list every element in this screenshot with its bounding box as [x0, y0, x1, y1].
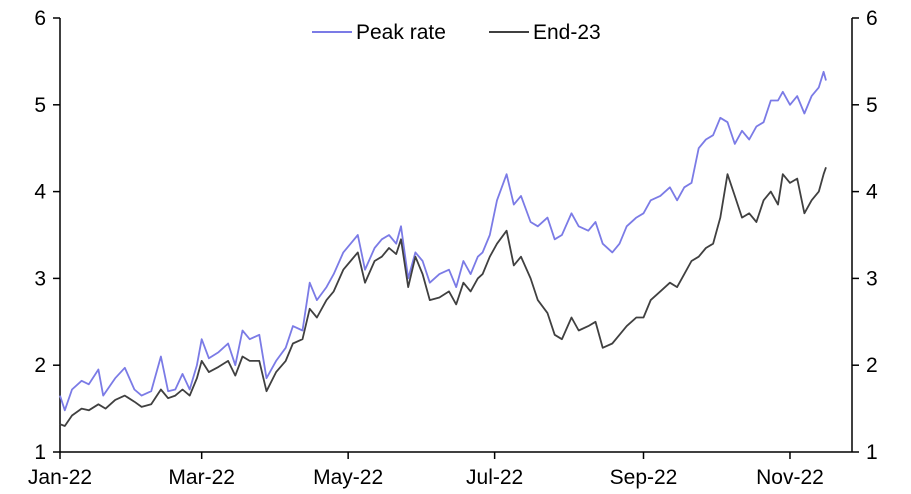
right-y-tick-label: 2	[866, 354, 878, 377]
right-y-tick-label: 1	[866, 441, 878, 464]
x-tick-label: Nov-22	[756, 466, 824, 489]
series-line-end-23	[59, 167, 827, 427]
x-tick-label: Jan-22	[28, 466, 92, 489]
x-tick-label: Mar-22	[168, 466, 235, 489]
axes: 1 1 2 2 3 3 4 4 5 5 6 6 Jan-22 Mar-22 May-22 Jul-22 Sep-…	[28, 7, 878, 489]
right-y-tick-label: 4	[866, 181, 878, 204]
left-y-tick-label: 3	[34, 267, 46, 290]
right-y-tick-label: 6	[866, 7, 878, 30]
left-y-tick-label: 1	[34, 441, 46, 464]
x-tick-label: May-22	[313, 466, 383, 489]
left-y-tick-label: 6	[34, 7, 46, 30]
legend-label: Peak rate	[356, 21, 446, 44]
x-tick-label: Sep-22	[610, 466, 678, 489]
x-tick-label: Jul-22	[466, 466, 523, 489]
left-y-tick-label: 4	[34, 181, 46, 204]
series-line-peak-rate	[59, 70, 827, 412]
right-y-tick-label: 3	[866, 267, 878, 290]
left-y-tick-label: 2	[34, 354, 46, 377]
right-y-tick-label: 5	[866, 94, 878, 117]
legend: Peak rate End-23	[312, 21, 601, 44]
left-y-tick-label: 5	[34, 94, 46, 117]
series-layer	[59, 70, 827, 427]
legend-label: End-23	[533, 21, 601, 44]
